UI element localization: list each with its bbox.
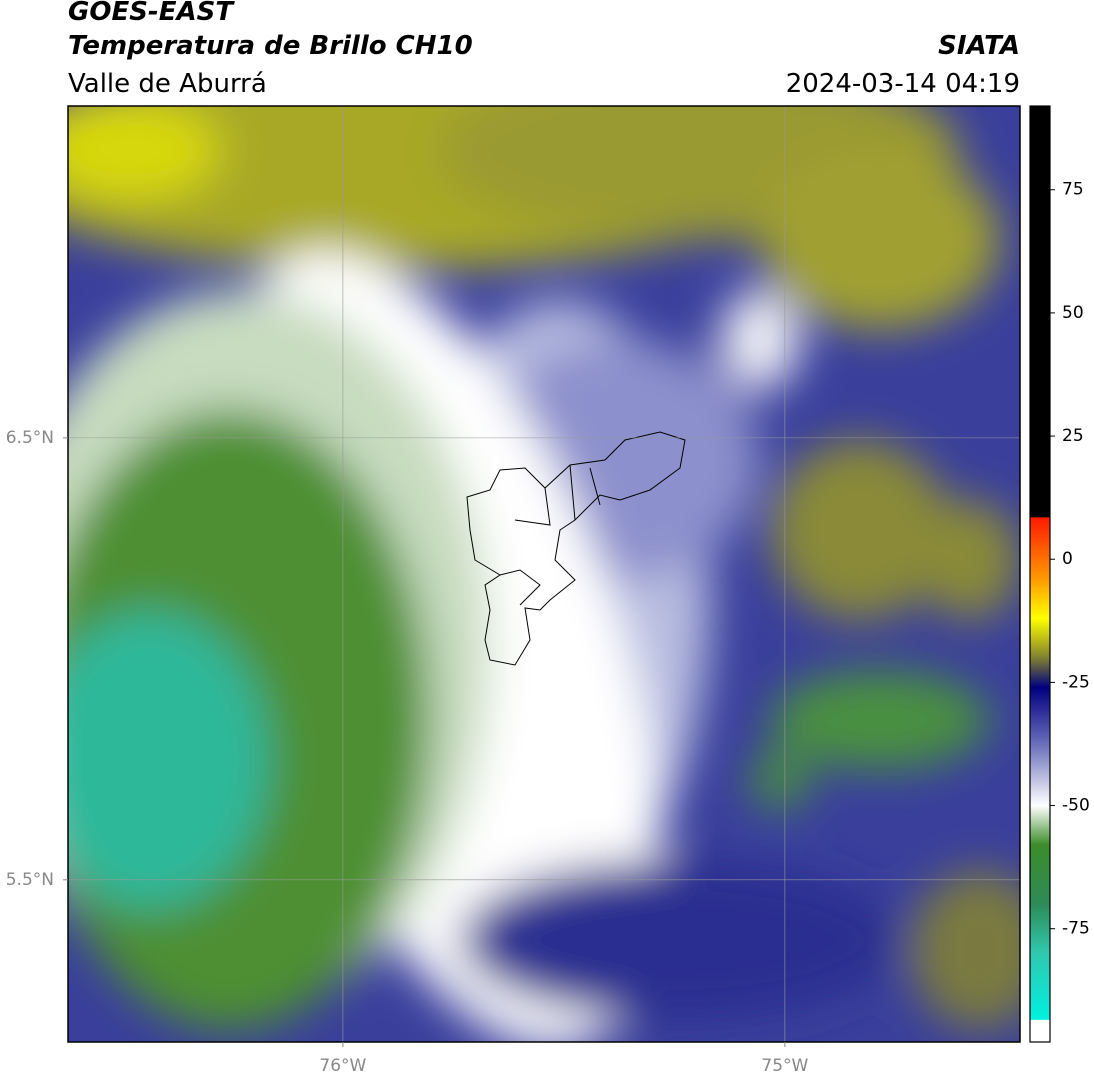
datetime: 2024-03-14 04:19	[786, 69, 1020, 99]
colorbar-tick-label: 50	[1062, 303, 1084, 323]
colorbar-tick-label: 25	[1062, 426, 1084, 446]
imagery	[68, 106, 1020, 1042]
colorbar-tick-label: -75	[1062, 919, 1090, 939]
source: SIATA	[938, 31, 1020, 61]
region: Valle de Aburrá	[68, 69, 267, 99]
y-tick-label: 5.5°N	[6, 870, 54, 890]
colorbar	[1029, 105, 1051, 1043]
x-tick-label: 76°W	[319, 1056, 366, 1076]
colorbar-tick-label: 75	[1062, 180, 1084, 200]
map-frame	[67, 105, 1021, 1043]
title: GOES-EAST	[68, 0, 235, 27]
colorbar-tick-label: -25	[1062, 672, 1090, 692]
x-tick-label: 75°W	[761, 1056, 808, 1076]
valley-boundary	[466, 431, 686, 666]
colorbar-tick-label: -50	[1062, 796, 1090, 816]
subtitle: Temperatura de Brillo CH10	[68, 31, 473, 61]
y-tick-label: 6.5°N	[6, 428, 54, 448]
colorbar-tick-label: 0	[1062, 549, 1073, 569]
